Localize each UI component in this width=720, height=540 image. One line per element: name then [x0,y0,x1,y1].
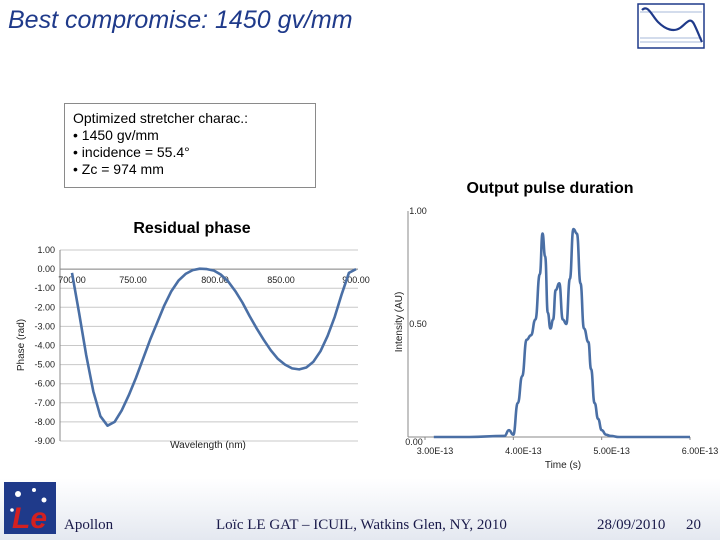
x-tick-label: 4.00E-13 [505,446,542,456]
y-tick-label: -7.00 [34,398,55,408]
charts-canvas: 1.00 0.00 -1.00 -2.00 -3.00 -4.00 -5.00 -6.00 -7… [16,180,719,471]
chart-title: Output pulse duration [466,180,633,197]
x-tick-label: 6.00E-13 [682,446,719,456]
footer-date: 28/09/2010 [597,517,666,533]
y-axis-title: Intensity (AU) [394,292,405,353]
x-tick-label: 750.00 [119,275,147,285]
x-tick-label: 900.00 [342,275,370,285]
info-line: • incidence = 55.4° [73,144,190,160]
y-tick-label: -5.00 [34,360,55,370]
y-tick-label: 1.00 [409,206,427,216]
y-tick-label: -6.00 [34,379,55,389]
page-number: 20 [686,517,701,533]
footer-band [0,478,720,540]
waveform-logo-icon [637,3,705,49]
footer-author: Loïc LE GAT – ICUIL, Watkins Glen, NY, 2… [216,517,507,533]
x-tick-label: 850.00 [267,275,295,285]
y-tick-label: -2.00 [34,302,55,312]
y-tick-label: -4.00 [34,341,55,351]
y-tick-label: 1.00 [37,245,55,255]
x-axis-title: Time (s) [545,460,581,471]
info-line: Optimized stretcher charac.: [73,110,249,126]
apollon-logo-icon: Le [4,482,56,534]
series-line-pulse-intensity [433,227,690,439]
svg-text:Le: Le [12,502,47,534]
x-axis-title: Wavelength (nm) [170,440,246,451]
y-tick-label: 0.50 [409,319,427,329]
info-line: • 1450 gv/mm [73,127,159,143]
y-tick-label: -8.00 [34,417,55,427]
info-line: • Zc = 974 mm [73,161,164,177]
y-axis-title: Phase (rad) [16,319,27,371]
x-tick-label: 5.00E-13 [593,446,630,456]
y-tick-label: -1.00 [34,283,55,293]
x-tick-label: 3.00E-13 [417,446,454,456]
stretcher-info-box: Optimized stretcher charac.: • 1450 gv/m… [64,103,316,188]
footer-org: Apollon [64,517,114,533]
y-tick-label: 0.00 [37,264,55,274]
chart-title: Residual phase [133,220,250,237]
y-tick-label: -3.00 [34,321,55,331]
y-tick-label: -9.00 [34,436,55,446]
x-tick-label: 800.00 [201,275,229,285]
slide-title: Best compromise: 1450 gv/mm [8,6,353,34]
y-tick-label: 0.00 [405,437,423,447]
series-line-residual-phase [70,267,357,427]
